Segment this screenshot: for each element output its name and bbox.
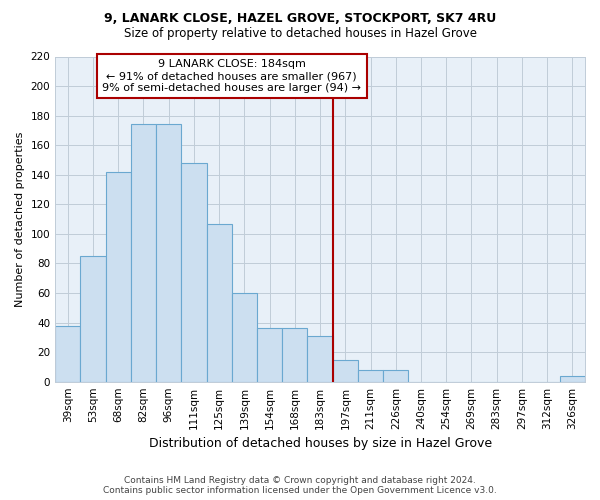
Text: Size of property relative to detached houses in Hazel Grove: Size of property relative to detached ho… (124, 28, 476, 40)
Bar (106, 172, 131, 382)
Bar (383, 370, 409, 382)
Bar (206, 224, 232, 382)
Bar (232, 293, 257, 382)
X-axis label: Distribution of detached houses by size in Hazel Grove: Distribution of detached houses by size … (149, 437, 491, 450)
Bar (80, 256, 106, 382)
Bar (55, 326, 80, 382)
Bar (560, 376, 585, 382)
Bar (181, 163, 206, 382)
Bar (282, 328, 307, 382)
Text: 9, LANARK CLOSE, HAZEL GROVE, STOCKPORT, SK7 4RU: 9, LANARK CLOSE, HAZEL GROVE, STOCKPORT,… (104, 12, 496, 26)
Text: 9 LANARK CLOSE: 184sqm
← 91% of detached houses are smaller (967)
9% of semi-det: 9 LANARK CLOSE: 184sqm ← 91% of detached… (102, 60, 361, 92)
Bar (307, 336, 332, 382)
Bar (156, 124, 181, 382)
Bar (358, 370, 383, 382)
Text: Contains HM Land Registry data © Crown copyright and database right 2024.
Contai: Contains HM Land Registry data © Crown c… (103, 476, 497, 495)
Bar (131, 124, 156, 382)
Y-axis label: Number of detached properties: Number of detached properties (15, 132, 25, 307)
Bar (332, 360, 358, 382)
Bar (257, 328, 282, 382)
